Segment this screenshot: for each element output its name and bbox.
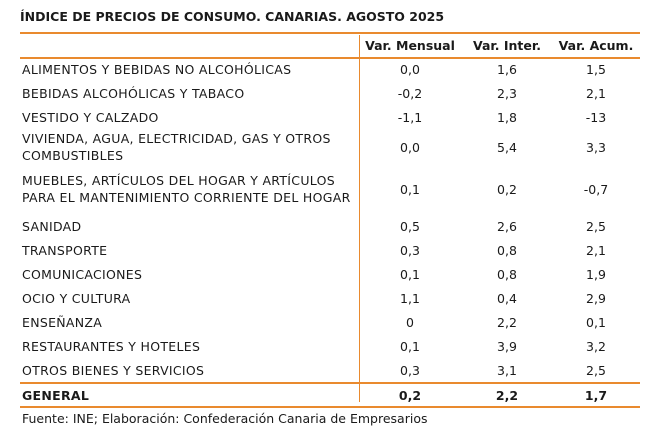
row-label: OTROS BIENES Y SERVICIOS <box>22 363 205 378</box>
cell-var-mensual: 0,3 <box>400 363 420 378</box>
cell-var-mensual: 0,1 <box>400 339 420 354</box>
cell-var-inter: 5,4 <box>497 140 517 155</box>
cell-var-inter: 0,8 <box>497 267 517 282</box>
cell-var-acum: -13 <box>585 110 607 125</box>
table-title: ÍNDICE DE PRECIOS DE CONSUMO. CANARIAS. … <box>20 9 445 24</box>
total-var-mensual: 0,2 <box>398 388 422 403</box>
source-note: Fuente: INE; Elaboración: Confederación … <box>22 411 428 426</box>
cell-var-mensual: 0 <box>406 315 414 330</box>
row-label: COMUNICACIONES <box>22 267 143 282</box>
cell-var-inter: 2,2 <box>497 315 517 330</box>
cell-var-inter: 0,4 <box>497 291 517 306</box>
title-rule <box>20 32 640 34</box>
cell-var-inter: 1,8 <box>497 110 517 125</box>
row-label-line-2: PARA EL MANTENIMIENTO CORRIENTE DEL HOGA… <box>22 190 351 205</box>
cell-var-mensual: 1,1 <box>400 291 420 306</box>
row-label-line-2: COMBUSTIBLES <box>22 148 124 163</box>
row-label: TRANSPORTE <box>22 243 108 258</box>
cell-var-acum: 3,3 <box>586 140 606 155</box>
row-label: RESTAURANTES Y HOTELES <box>22 339 201 354</box>
cell-var-acum: -0,7 <box>583 182 609 197</box>
cell-var-acum: 1,5 <box>586 62 606 77</box>
total-rule <box>20 382 640 384</box>
cell-var-mensual: -1,1 <box>397 110 423 125</box>
cell-var-mensual: -0,2 <box>397 86 423 101</box>
cell-var-inter: 2,6 <box>497 219 517 234</box>
cell-var-mensual: 0,5 <box>400 219 420 234</box>
row-label: ALIMENTOS Y BEBIDAS NO ALCOHÓLICAS <box>22 62 292 77</box>
cell-var-mensual: 0,3 <box>400 243 420 258</box>
row-label-line-1: VIVIENDA, AGUA, ELECTRICIDAD, GAS Y OTRO… <box>22 131 331 146</box>
row-label: OCIO Y CULTURA <box>22 291 131 306</box>
row-label: BEBIDAS ALCOHÓLICAS Y TABACO <box>22 86 245 101</box>
cell-var-acum: 2,5 <box>586 219 606 234</box>
header-var-inter: Var. Inter. <box>472 38 542 53</box>
cell-var-acum: 2,5 <box>586 363 606 378</box>
bottom-rule <box>20 406 640 408</box>
cell-var-mensual: 0,0 <box>400 140 420 155</box>
cell-var-acum: 0,1 <box>586 315 606 330</box>
cell-var-acum: 2,1 <box>586 243 606 258</box>
header-rule <box>20 57 640 59</box>
cell-var-acum: 1,9 <box>586 267 606 282</box>
cell-var-inter: 3,9 <box>497 339 517 354</box>
cell-var-inter: 1,6 <box>497 62 517 77</box>
cell-var-acum: 2,9 <box>586 291 606 306</box>
cell-var-mensual: 0,0 <box>400 62 420 77</box>
row-label: VESTIDO Y CALZADO <box>22 110 159 125</box>
cell-var-inter: 2,3 <box>497 86 517 101</box>
row-label: SANIDAD <box>22 219 82 234</box>
total-label: GENERAL <box>22 388 90 403</box>
total-var-inter: 2,2 <box>495 388 519 403</box>
header-var-acum: Var. Acum. <box>558 38 634 53</box>
column-divider <box>359 35 360 402</box>
row-label-line-1: MUEBLES, ARTÍCULOS DEL HOGAR Y ARTÍCULOS <box>22 173 335 188</box>
cell-var-mensual: 0,1 <box>400 267 420 282</box>
cell-var-mensual: 0,1 <box>400 182 420 197</box>
cell-var-acum: 3,2 <box>586 339 606 354</box>
header-var-mensual: Var. Mensual <box>365 38 455 53</box>
cell-var-inter: 3,1 <box>497 363 517 378</box>
cell-var-acum: 2,1 <box>586 86 606 101</box>
cell-var-inter: 0,2 <box>497 182 517 197</box>
cell-var-inter: 0,8 <box>497 243 517 258</box>
row-label: ENSEÑANZA <box>22 315 103 330</box>
total-var-acum: 1,7 <box>584 388 608 403</box>
